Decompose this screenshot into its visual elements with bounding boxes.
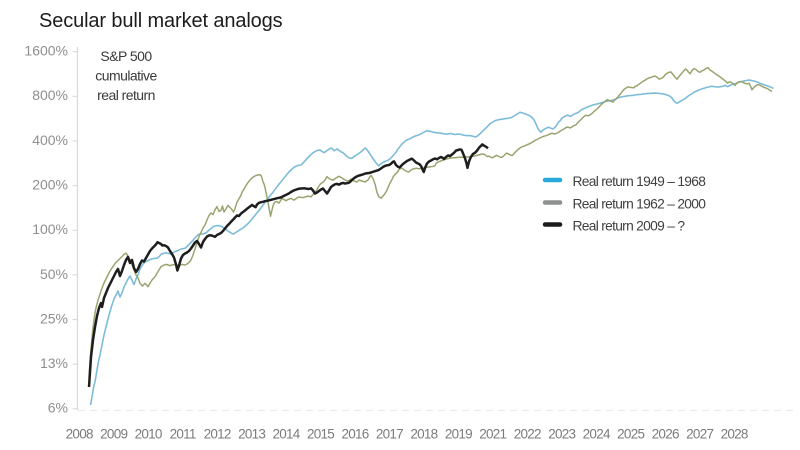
svg-text:2013: 2013 (238, 426, 265, 441)
svg-text:100%: 100% (32, 221, 68, 237)
svg-text:25%: 25% (40, 310, 68, 326)
svg-text:2016: 2016 (341, 426, 368, 441)
svg-text:2012: 2012 (204, 426, 231, 441)
svg-text:real return: real return (97, 87, 155, 103)
svg-text:800%: 800% (32, 87, 68, 103)
svg-text:2018: 2018 (410, 426, 437, 441)
svg-text:13%: 13% (40, 355, 68, 371)
svg-text:2026: 2026 (652, 426, 679, 441)
svg-text:2023: 2023 (548, 426, 575, 441)
svg-text:cumulative: cumulative (95, 67, 157, 83)
svg-text:2015: 2015 (307, 426, 334, 441)
svg-text:2014: 2014 (272, 426, 300, 441)
svg-text:2024: 2024 (583, 426, 611, 441)
svg-text:2010: 2010 (135, 426, 162, 441)
svg-text:2025: 2025 (617, 426, 644, 441)
svg-text:1600%: 1600% (24, 43, 68, 59)
svg-text:Real return 1949 – 1968: Real return 1949 – 1968 (573, 174, 707, 189)
svg-text:2022: 2022 (514, 426, 541, 441)
svg-text:2027: 2027 (686, 426, 713, 441)
svg-text:50%: 50% (40, 266, 68, 282)
svg-text:2021: 2021 (479, 426, 506, 441)
svg-text:400%: 400% (32, 132, 68, 148)
svg-text:2008: 2008 (66, 426, 93, 441)
svg-text:2028: 2028 (721, 426, 748, 441)
svg-text:2011: 2011 (170, 426, 196, 441)
svg-text:Real return 2009 – ?: Real return 2009 – ? (573, 219, 686, 234)
svg-text:Real return 1962 – 2000: Real return 1962 – 2000 (573, 197, 707, 212)
svg-text:2019: 2019 (445, 426, 472, 441)
svg-text:6%: 6% (48, 400, 68, 416)
svg-text:2009: 2009 (100, 426, 127, 441)
svg-text:S&P 500: S&P 500 (100, 48, 152, 64)
svg-text:2017: 2017 (376, 426, 403, 441)
svg-text:200%: 200% (32, 176, 68, 192)
